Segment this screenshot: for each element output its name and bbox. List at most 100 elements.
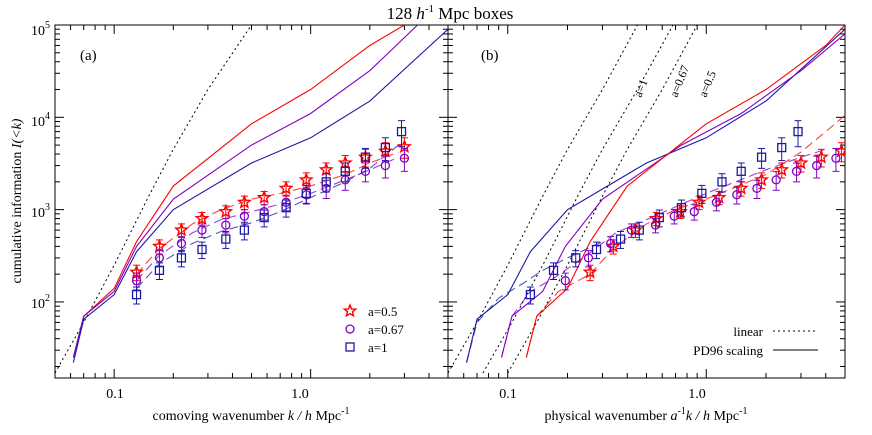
data-point-square — [301, 188, 311, 199]
legend-marker-circle — [345, 324, 355, 334]
data-point-star — [855, 141, 866, 152]
data-point-square — [591, 244, 602, 255]
panel-b-ticks — [447, 24, 846, 378]
data-point-square — [176, 253, 187, 263]
data-point-square — [380, 142, 391, 153]
x-tick-label-b-1.0: 1.0 — [688, 387, 706, 402]
series-line-pd96-a-1 — [72, 25, 405, 358]
data-point-circle — [583, 253, 594, 263]
y-tick-label-1e4: 104 — [31, 111, 50, 130]
legend-a-marker-circle — [345, 324, 355, 334]
data-point-circle — [239, 211, 250, 221]
data-point-star — [793, 155, 809, 170]
legend-a-label-0: a=0.5 — [368, 304, 397, 319]
data-point-square — [525, 289, 536, 300]
series-line-dashed-b-7 — [500, 148, 826, 358]
series-line-dashed-a-4 — [136, 151, 399, 275]
data-point-star — [218, 203, 234, 219]
data-point-circle — [154, 253, 165, 263]
legend-a-entry-0: a=0.5 — [342, 303, 397, 319]
series-line-dashed-b-6 — [466, 241, 603, 363]
y-tick-label-1e5: 105 — [31, 20, 50, 39]
panel-a-label: (a) — [80, 48, 97, 64]
data-point-star — [691, 194, 707, 209]
data-point-circle — [831, 153, 841, 163]
data-point-circle — [791, 166, 802, 176]
data-point-square — [281, 203, 291, 213]
panel-a-plot — [55, 25, 448, 374]
data-point-square — [654, 212, 664, 223]
series-line-pd96-a-3 — [72, 28, 448, 363]
data-point-square — [221, 234, 231, 244]
y-axis-label: cumulative information I(<k) — [10, 118, 25, 283]
x-tick-labels: 0.1 1.0 0.1 1.0 — [106, 387, 706, 402]
data-point-circle — [752, 183, 762, 194]
data-point-square — [197, 244, 207, 255]
data-point-square — [697, 188, 707, 199]
data-point-circle — [176, 238, 187, 249]
x-axis-label-a: comoving wavenumber k / h Mpc-1 — [153, 406, 350, 424]
legend-b-label-pd96: PD96 scaling — [693, 343, 763, 358]
data-point-star — [256, 189, 272, 204]
legend-a-label-1: a=0.67 — [368, 322, 404, 337]
series-line-pd96-a-2 — [72, 25, 418, 358]
data-point-star — [278, 180, 294, 195]
legend-b: linear PD96 scaling — [693, 324, 818, 358]
annotation-a1: a=1 — [631, 77, 651, 99]
series-line-dashed-b-8 — [525, 114, 845, 358]
data-point-circle — [560, 276, 570, 286]
data-point-circle — [221, 220, 231, 230]
data-point-square — [736, 166, 746, 176]
legend-a-entry-2: a=1 — [345, 340, 388, 355]
legend-b-label-linear: linear — [733, 324, 763, 339]
x-axis-label-b: physical wavenumber a-1k / h Mpc-1 — [545, 406, 748, 424]
data-point-square — [131, 289, 142, 300]
series-line-linear-b-2 — [507, 25, 698, 374]
legend-marker-square — [345, 342, 355, 352]
figure-title: 128 h-1 Mpc boxes — [387, 3, 514, 23]
data-point-square — [777, 142, 787, 153]
data-point-circle — [131, 276, 142, 286]
series-line-linear-b-0 — [448, 25, 638, 374]
legend-a: a=0.5 a=0.67 a=1 — [342, 303, 404, 355]
data-point-square — [340, 166, 350, 176]
data-point-star — [605, 238, 621, 253]
x-tick-label-b-0.1: 0.1 — [499, 387, 517, 402]
data-point-star — [318, 161, 334, 177]
data-point-circle — [689, 207, 699, 217]
data-point-star — [813, 149, 829, 164]
data-point-star — [298, 171, 314, 187]
data-point-square — [321, 177, 331, 187]
annotation-a067: a=0.67 — [667, 63, 692, 99]
data-point-square — [793, 126, 803, 137]
data-point-circle — [812, 160, 822, 171]
data-point-square — [154, 265, 165, 275]
series-line-linear-a-0 — [55, 25, 252, 374]
legend-a-marker-star — [342, 303, 358, 318]
panel-b-frame — [447, 24, 846, 379]
data-point-circle — [399, 153, 410, 163]
panel-b-label: (b) — [481, 48, 499, 64]
data-point-square — [615, 234, 626, 244]
data-point-star — [582, 264, 598, 279]
x-tick-label-a-0.1: 0.1 — [106, 387, 124, 402]
data-point-square — [548, 265, 559, 275]
data-point-circle — [771, 175, 781, 185]
data-point-square — [634, 225, 644, 235]
data-point-square — [571, 253, 581, 263]
legend-a-entry-1: a=0.67 — [345, 322, 404, 337]
data-point-circle — [380, 160, 391, 171]
data-point-square — [676, 203, 687, 213]
data-point-circle — [711, 197, 722, 207]
data-point-star — [194, 210, 210, 225]
data-point-circle — [732, 190, 742, 200]
data-point-star — [151, 238, 167, 253]
data-point-star — [774, 161, 790, 177]
legend-a-label-2: a=1 — [368, 340, 388, 355]
series-line-pd96-b-4 — [500, 33, 845, 358]
data-point-star — [833, 143, 845, 158]
data-point-square — [717, 177, 727, 187]
data-point-star — [236, 194, 252, 209]
data-point-circle — [197, 225, 207, 235]
